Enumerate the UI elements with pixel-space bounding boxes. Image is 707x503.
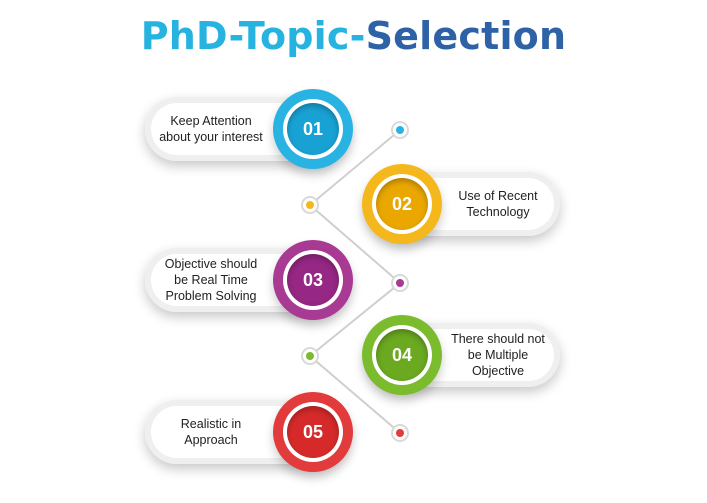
connector-line [309,129,401,206]
title-part-2: Topic- [238,14,366,58]
step-number: 02 [376,178,428,230]
step-text: Keep Attention about your interest [159,114,263,144]
connector-line [309,204,401,284]
title-part-3: Selection [365,14,567,58]
step-card-02: 02 Use of Recent Technology [362,164,560,244]
title-part-1: PhD- [140,14,239,58]
step-card-03: Objective should be Real Time Problem So… [145,240,353,320]
connector-line [309,355,401,434]
step-number-badge: 04 [362,315,442,395]
step-number-badge: 01 [273,89,353,169]
step-card-01: Keep Attention about your interest 01 [145,89,353,169]
step-number-badge: 02 [362,164,442,244]
step-number-badge: 05 [273,392,353,472]
step-number: 01 [287,103,339,155]
page-title: PhD-Topic-Selection [0,14,707,58]
step-text: Objective should be Real Time Problem So… [164,257,258,303]
connector-line [309,282,401,357]
step-text: Realistic in Approach [180,417,242,447]
step-card-04: 04 There should not be Multiple Objectiv… [362,315,560,395]
step-number: 04 [376,329,428,381]
step-text: There should not be Multiple Objective [451,332,545,378]
step-text: Use of Recent Technology [458,189,538,219]
step-card-05: Realistic in Approach 05 [145,392,353,472]
step-number: 05 [287,406,339,458]
step-number-badge: 03 [273,240,353,320]
step-number: 03 [287,254,339,306]
